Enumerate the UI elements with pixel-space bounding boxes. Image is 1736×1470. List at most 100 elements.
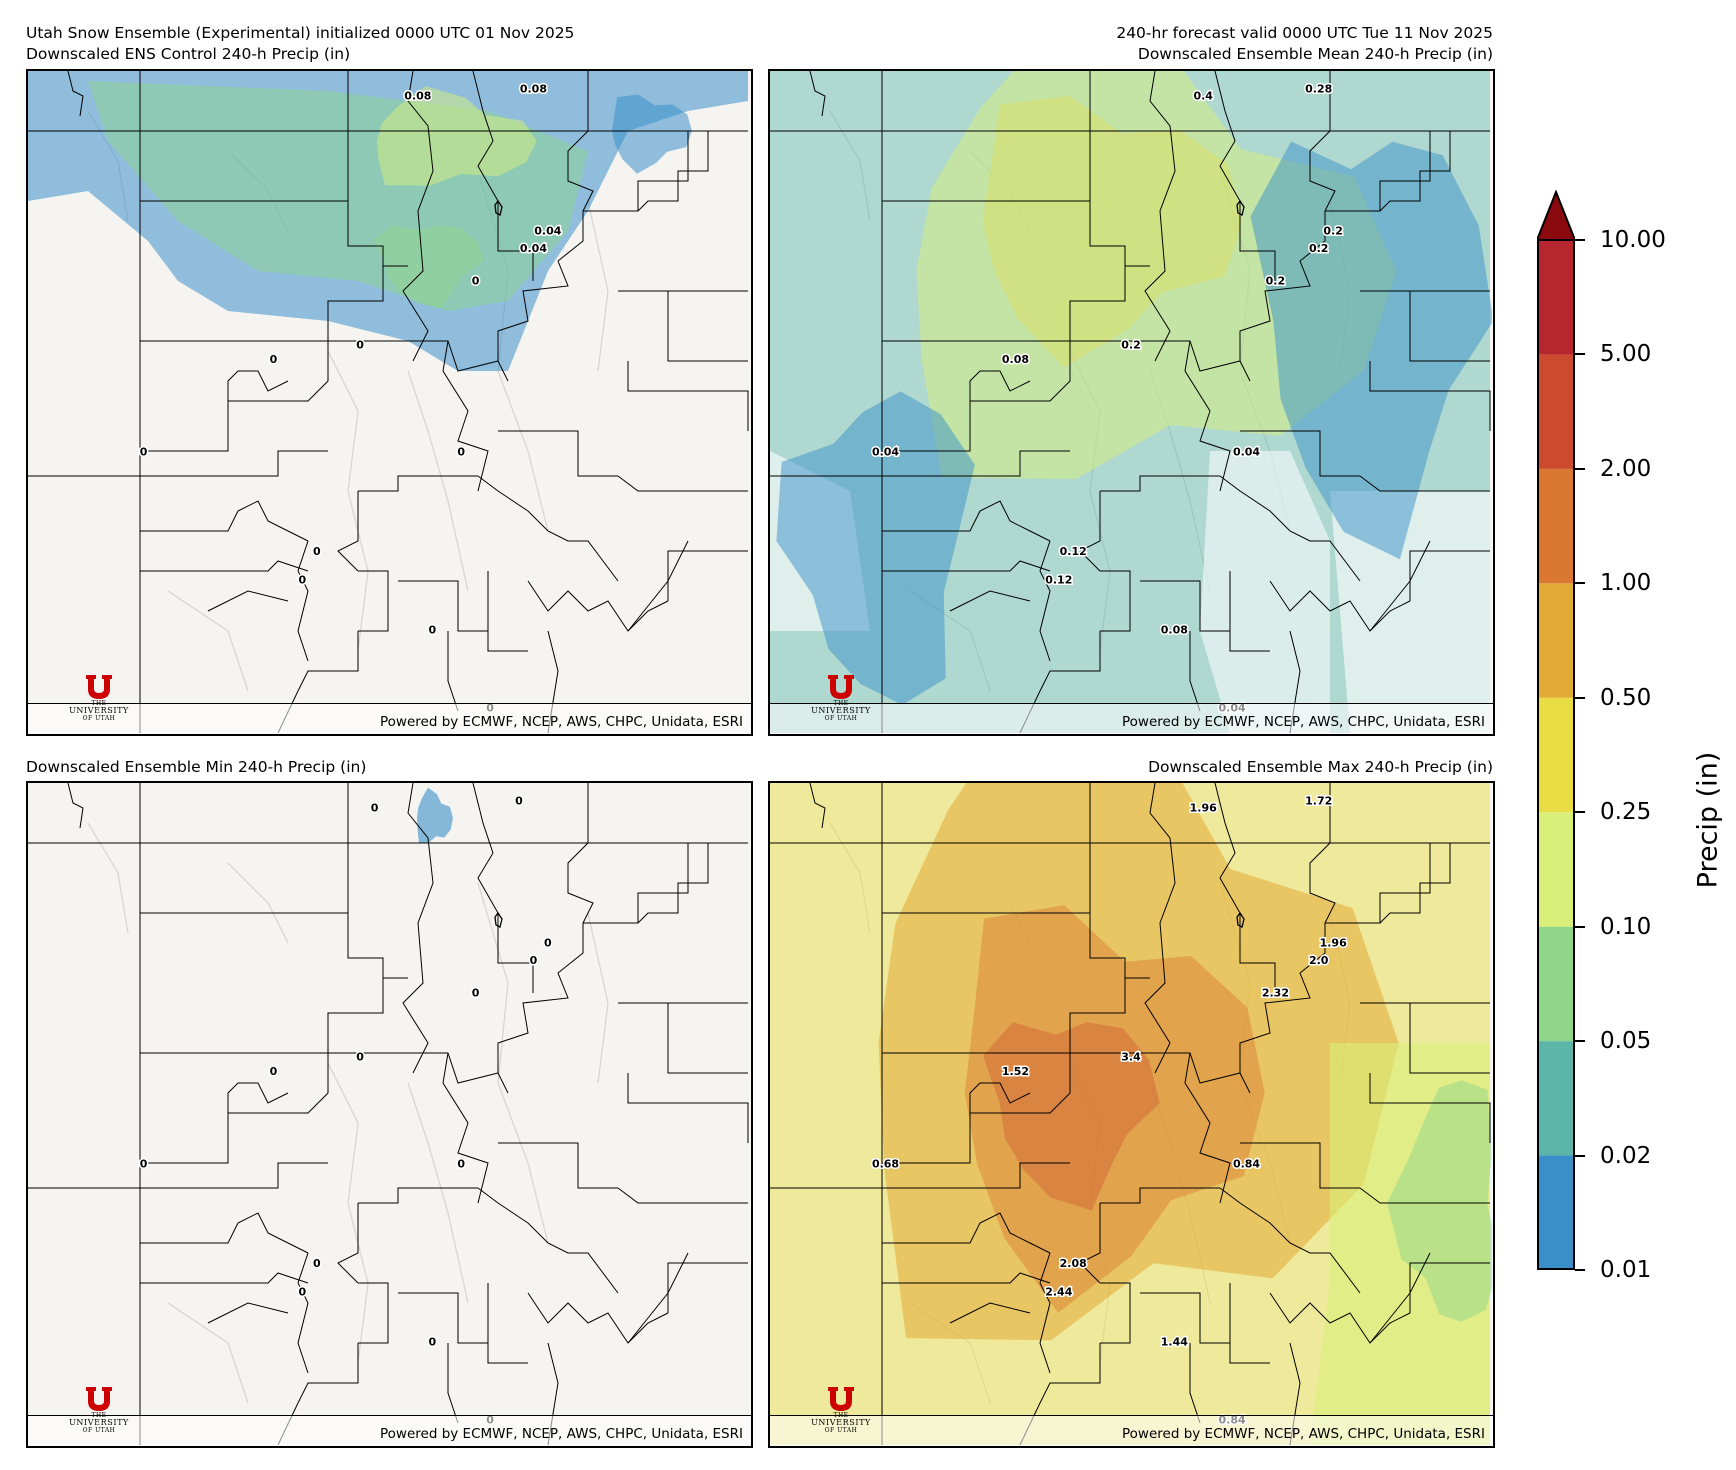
panel-footer: Powered by ECMWF, NCEP, AWS, CHPC, Unida… [770, 703, 1493, 734]
colorbar [1537, 190, 1575, 1270]
contour-label: 2.08 [1060, 1257, 1087, 1270]
colorbar-tick-mark [1575, 696, 1585, 699]
contour-label: 1.96 [1190, 801, 1217, 814]
colorbar-segment [1537, 812, 1575, 927]
university-of-utah-logo: THE UNIVERSITY OF UTAH [64, 1386, 134, 1440]
powered-by-credit: Powered by ECMWF, NCEP, AWS, CHPC, Unida… [380, 1426, 743, 1442]
contour-label: 0.2 [1323, 225, 1343, 238]
logo-text: THE [91, 700, 107, 707]
panel-footer: Powered by ECMWF, NCEP, AWS, CHPC, Unida… [28, 703, 751, 734]
colorbar-tick-label: 0.10 [1600, 913, 1652, 940]
panel-title-max: Downscaled Ensemble Max 240-h Precip (in… [1148, 758, 1493, 776]
colorbar-segment [1537, 697, 1575, 813]
logo-text: THE [833, 1412, 849, 1419]
contour-label: 0.2 [1121, 339, 1141, 352]
contour-label: 0.68 [872, 1157, 899, 1170]
logo-text: UNIVERSITY [811, 706, 871, 715]
contour-labels: 0.080.080.040.04000000000 [138, 81, 563, 716]
logo-text: OF UTAH [824, 715, 858, 722]
colorbar-tick-label: 2.00 [1600, 455, 1652, 482]
colorbar-segment [1537, 926, 1575, 1042]
powered-by-credit: Powered by ECMWF, NCEP, AWS, CHPC, Unida… [380, 714, 743, 730]
block-u-icon [86, 1387, 112, 1411]
contour-label: 0 [428, 623, 436, 636]
colorbar-tick-mark [1575, 925, 1585, 928]
colorbar-title: Precip (in) [1692, 751, 1724, 889]
contour-label: 0 [457, 1157, 465, 1170]
colorbar-tick-label: 0.02 [1600, 1142, 1652, 1169]
colorbar-segment [1537, 1155, 1575, 1270]
county-boundaries [770, 783, 1491, 1445]
panel-title-mean: Downscaled Ensemble Mean 240-h Precip (i… [1137, 45, 1493, 63]
contour-label: 2.32 [1262, 987, 1289, 1000]
map-panel-max: 1.96 1.72 1.96 2.0 2.32 1.52 3.4 0.68 0.84 2.08 2.… [768, 781, 1495, 1448]
colorbar-tick-label: 5.00 [1600, 341, 1652, 368]
contour-label: 0 [356, 339, 364, 352]
colorbar-tick-mark [1575, 353, 1585, 356]
powered-by-credit: Powered by ECMWF, NCEP, AWS, CHPC, Unida… [1122, 714, 1485, 730]
contour-label: 0 [371, 801, 379, 814]
header-init-line: Utah Snow Ensemble (Experimental) initia… [26, 24, 575, 42]
colorbar-segment [1537, 240, 1575, 355]
logo-text: UNIVERSITY [811, 1418, 871, 1427]
university-of-utah-logo: THE UNIVERSITY OF UTAH [64, 674, 134, 728]
contour-label: 0 [428, 1335, 436, 1348]
contour-label: 0 [270, 353, 278, 366]
colorbar-tick-mark [1575, 1040, 1585, 1043]
lake-outline [1236, 911, 1245, 928]
contour-label: 3.4 [1121, 1051, 1141, 1064]
contour-label: 0 [313, 1257, 321, 1270]
lake-outline [494, 911, 503, 928]
contour-label: 0.2 [1309, 242, 1329, 255]
terrain-background [28, 783, 750, 1445]
contour-label: 1.52 [1002, 1065, 1029, 1078]
logo-text: UNIVERSITY [69, 1418, 129, 1427]
contour-label: 0.08 [520, 82, 547, 95]
panel-title-min: Downscaled Ensemble Min 240-h Precip (in… [26, 758, 367, 776]
colorbar-segment [1537, 354, 1575, 469]
map-max: 1.96 1.72 1.96 2.0 2.32 1.52 3.4 0.68 0.84 2.08 2.… [770, 783, 1492, 1445]
contour-label: 0 [472, 987, 480, 1000]
contour-label: 0 [299, 1286, 307, 1299]
colorbar-tick-mark [1575, 467, 1585, 470]
panel-footer: Powered by ECMWF, NCEP, AWS, CHPC, Unida… [28, 1415, 751, 1446]
university-of-utah-logo: THE UNIVERSITY OF UTAH [806, 1386, 876, 1440]
contour-label: 0.4 [1193, 89, 1213, 102]
lake-outline [1236, 199, 1245, 216]
colorbar-tick-mark [1575, 1269, 1585, 1271]
contour-label: 0.84 [1233, 1157, 1260, 1170]
contour-label: 0 [313, 545, 321, 558]
county-boundaries [28, 71, 749, 733]
contour-label: 0.12 [1060, 545, 1087, 558]
map-mean: 0.4 0.28 0.2 0.2 0.2 0.08 0.2 0.04 0.04 0.12 0.12 0… [770, 71, 1492, 733]
logo-text: THE [91, 1412, 107, 1419]
colorbar-tick-label: 0.50 [1600, 684, 1652, 711]
contour-label: 0 [530, 954, 538, 967]
precip-field [417, 787, 453, 843]
colorbar-tick-mark [1575, 1154, 1585, 1157]
contour-label: 0 [140, 445, 148, 458]
contour-label: 0 [299, 574, 307, 587]
contour-label: 2.0 [1309, 954, 1329, 967]
colorbar-tick-mark [1575, 582, 1585, 585]
logo-text: OF UTAH [824, 1427, 858, 1434]
logo-text: THE [833, 700, 849, 707]
logo-text: OF UTAH [82, 1427, 116, 1434]
precip-field [770, 783, 1492, 1445]
contour-label: 0 [457, 445, 465, 458]
contour-label: 0 [544, 937, 552, 950]
contour-label: 0.2 [1266, 275, 1286, 288]
colorbar-tick-label: 0.05 [1600, 1028, 1652, 1055]
contour-label: 0.08 [404, 89, 431, 102]
contour-label: 0 [140, 1157, 148, 1170]
contour-label: 0 [472, 275, 480, 288]
contour-label: 0.04 [520, 242, 547, 255]
precip-field [770, 71, 1492, 733]
block-u-icon [828, 1387, 854, 1411]
contour-label: 2.44 [1045, 1286, 1072, 1299]
contour-label: 1.72 [1305, 794, 1332, 807]
logo-text: UNIVERSITY [69, 706, 129, 715]
colorbar-tick-label: 1.00 [1600, 570, 1652, 597]
contour-label: 0.04 [534, 225, 561, 238]
map-control: 0.080.080.040.04000000000 [28, 71, 750, 733]
